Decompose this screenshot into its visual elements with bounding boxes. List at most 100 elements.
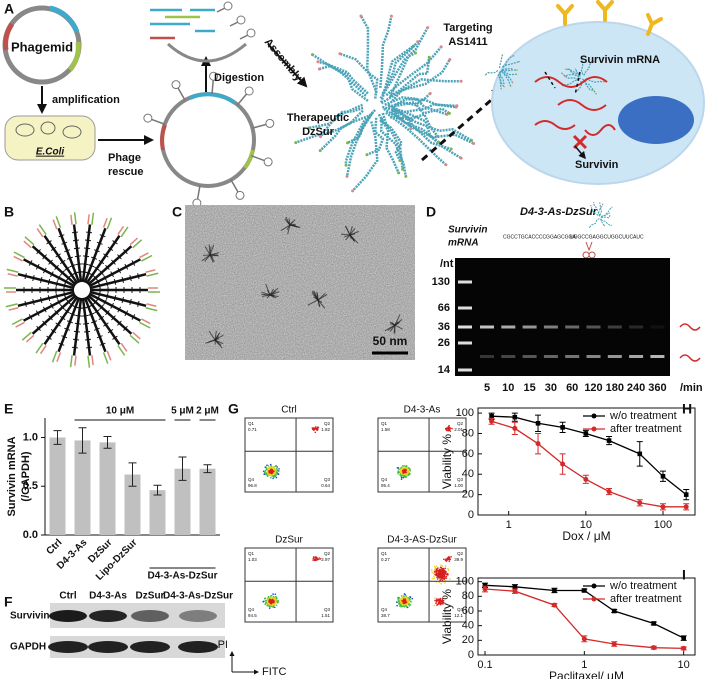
rung: [72, 239, 80, 242]
rung: [48, 259, 53, 265]
event: [437, 567, 439, 569]
particle-stroke: [269, 287, 279, 296]
tip: [346, 141, 350, 145]
panel-d: D4-3-As-DzSur Survivin mRNA CGCCTGCACCCC…: [432, 202, 703, 394]
rung: [131, 314, 136, 320]
event: [270, 469, 273, 472]
helix: [583, 80, 597, 95]
event: [437, 573, 439, 576]
error-bar: [203, 464, 212, 474]
y-tick-label: 100: [456, 576, 474, 588]
y-tick-label: 40: [462, 620, 474, 632]
helix: [295, 109, 364, 144]
event: [265, 472, 268, 475]
tip: [511, 67, 513, 70]
event: [316, 558, 319, 561]
tip: [15, 321, 25, 328]
event: [402, 602, 405, 605]
event: [437, 603, 440, 605]
marker-band: [458, 341, 472, 345]
rung: [36, 325, 41, 332]
event: [438, 581, 441, 583]
tip: [24, 236, 35, 246]
tip: [611, 206, 613, 208]
event: [402, 476, 405, 479]
unit: /nt: [440, 258, 454, 270]
helix: [600, 218, 605, 226]
helix: [391, 107, 440, 144]
particle-stroke: [265, 283, 271, 296]
rung: [57, 275, 61, 281]
rung: [28, 314, 33, 320]
tip: [146, 272, 159, 277]
plot-title: Ctrl: [281, 405, 297, 416]
error-bar: [128, 462, 137, 487]
rung: [123, 248, 128, 255]
particle-stroke: [289, 219, 296, 226]
rung: [123, 325, 128, 332]
rung: [103, 253, 109, 258]
event: [274, 602, 277, 604]
rung: [69, 264, 76, 268]
construct: D4-3-As-DzSur: [520, 206, 598, 218]
particle-stroke: [317, 292, 326, 301]
rung: [71, 231, 79, 234]
tip: [21, 331, 32, 341]
event: [406, 600, 409, 602]
rung: [117, 254, 122, 260]
legend-label: after treatment: [610, 593, 682, 605]
time-label: 360: [648, 382, 666, 394]
plasmid: [15, 123, 35, 137]
label: AS1411: [448, 36, 487, 48]
band: [131, 610, 169, 622]
tip: [459, 156, 463, 160]
rung: [117, 306, 122, 313]
event: [436, 604, 438, 606]
annotation: 5 μM: [171, 406, 194, 417]
marker-band: [458, 368, 472, 372]
rung: [93, 249, 100, 253]
event: [265, 602, 267, 604]
band: [650, 355, 665, 358]
tip: [427, 55, 431, 59]
bar: [49, 437, 66, 535]
helix: [597, 204, 604, 216]
event: [436, 578, 439, 580]
particle-stroke: [349, 226, 353, 236]
event: [439, 597, 442, 600]
hairpin-loop: [223, 1, 233, 11]
tip: [145, 269, 156, 273]
tip: [120, 226, 129, 238]
event: [315, 557, 318, 560]
event: [441, 567, 443, 570]
event: [265, 466, 268, 469]
quadrant-value: 1.82: [321, 427, 330, 432]
quadrant-value: 2.97: [321, 557, 330, 562]
quadrant-value: 95.4: [381, 483, 390, 488]
rung: [47, 295, 51, 302]
event: [400, 601, 403, 604]
helix: [389, 57, 431, 97]
event: [405, 604, 407, 607]
event: [440, 602, 443, 605]
tip: [91, 212, 95, 225]
tip: [145, 307, 158, 312]
x-tick-label: 10: [580, 519, 592, 531]
panel-label: E: [4, 401, 13, 417]
event: [449, 578, 451, 580]
label: Digestion: [214, 72, 264, 84]
helix: [359, 15, 378, 94]
unit: /min: [680, 382, 703, 394]
point: [560, 461, 566, 467]
band: [501, 325, 516, 329]
quadrant-value: 12.1: [454, 613, 463, 618]
rung: [64, 327, 71, 331]
label: Phage: [108, 152, 141, 164]
rung: [24, 273, 27, 280]
marker-band: [458, 306, 472, 310]
point: [660, 473, 666, 479]
rung: [124, 263, 129, 270]
y-tick-label: 0.0: [23, 529, 38, 541]
event: [444, 582, 446, 584]
